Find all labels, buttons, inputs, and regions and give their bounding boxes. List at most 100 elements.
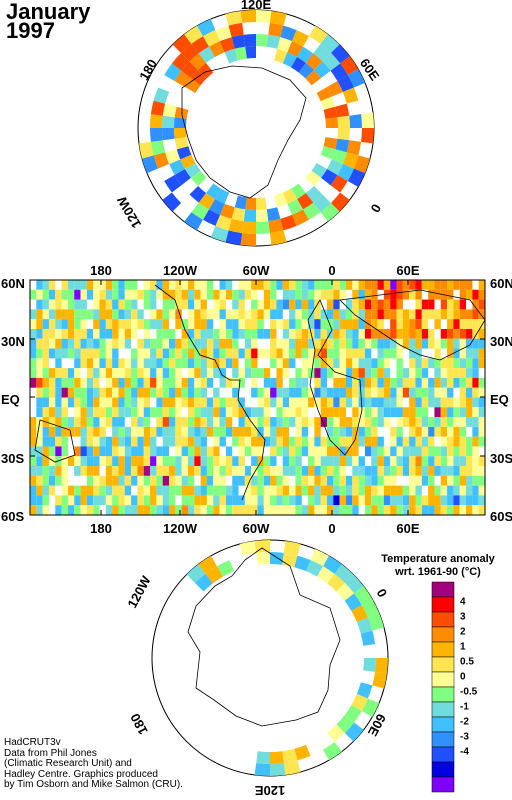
grid-cell (453, 456, 460, 467)
grid-cell (244, 309, 252, 320)
grid-cell (409, 309, 416, 320)
grid-cell (345, 358, 353, 369)
grid-cell (124, 319, 132, 329)
polar-cell (287, 199, 303, 215)
grid-cell (99, 338, 106, 349)
grid-cell (459, 358, 467, 369)
grid-cell (276, 466, 283, 476)
grid-cell (219, 426, 226, 437)
grid-cell (402, 417, 410, 427)
grid-cell (428, 377, 435, 388)
grid-cell (55, 446, 62, 457)
grid-cell (162, 475, 170, 486)
grid-cell (99, 485, 106, 496)
grid-cell (327, 466, 334, 476)
grid-cell (156, 338, 163, 349)
grid-cell (232, 319, 239, 329)
grid-cell (270, 495, 277, 506)
grid-cell (453, 397, 460, 408)
grid-cell (276, 338, 283, 349)
polar-cell (195, 573, 213, 592)
grid-cell (55, 466, 62, 476)
grid-cell (440, 485, 448, 496)
grid-cell (187, 280, 195, 290)
polar-cell (184, 78, 201, 93)
grid-cell (74, 397, 81, 408)
grid-cell (263, 289, 271, 300)
grid-cell (390, 456, 397, 467)
grid-cell (276, 397, 283, 408)
grid-cell (112, 417, 119, 427)
grid-cell (270, 299, 277, 310)
grid-cell (200, 446, 207, 457)
grid-cell (308, 485, 315, 496)
grid-cell (93, 289, 100, 300)
grid-cell (364, 358, 372, 369)
grid-cell (93, 338, 100, 349)
grid-cell (55, 495, 62, 506)
grid-cell (187, 495, 195, 506)
grid-cell (364, 309, 372, 320)
grid-cell (232, 299, 239, 310)
grid-cell (320, 466, 328, 476)
grid-cell (86, 338, 94, 349)
grid-cell (194, 319, 201, 329)
grid-cell (30, 495, 37, 506)
grid-cell (219, 456, 226, 467)
grid-cell (244, 280, 252, 290)
grid-cell (314, 417, 321, 427)
grid-cell (459, 338, 467, 349)
grid-cell (478, 466, 485, 476)
grid-cell (440, 280, 448, 290)
grid-cell (124, 328, 132, 339)
lon-top-0: 0 (328, 263, 335, 278)
grid-cell (42, 505, 49, 515)
grid-cell (409, 377, 416, 388)
grid-cell (301, 387, 309, 398)
grid-cell (415, 397, 422, 408)
grid-cell (402, 377, 410, 388)
grid-cell (238, 289, 245, 300)
legend-swatch (431, 596, 455, 613)
grid-cell (358, 280, 365, 290)
polar-cell (346, 140, 362, 156)
australia-coastline (34, 419, 76, 463)
grid-cell (371, 289, 378, 300)
polar-cell (242, 221, 256, 234)
grid-cell (371, 456, 378, 467)
grid-cell (42, 495, 49, 506)
grid-cell (93, 436, 100, 447)
grid-cell (415, 358, 422, 369)
grid-cell (112, 485, 119, 496)
grid-cell (175, 280, 182, 290)
grid-cell (187, 289, 195, 300)
grid-cell (213, 397, 220, 408)
grid-cell (67, 348, 75, 359)
polar-cell (334, 564, 354, 584)
grid-cell (137, 466, 144, 476)
grid-cell (131, 466, 138, 476)
grid-cell (371, 338, 378, 349)
grid-cell (472, 309, 479, 320)
grid-cell (390, 475, 397, 486)
grid-cell (124, 505, 132, 515)
grid-cell (447, 387, 454, 398)
grid-cell (219, 280, 226, 290)
grid-cell (263, 456, 271, 467)
grid-cell (428, 436, 435, 447)
polar-cell (372, 671, 387, 689)
grid-cell (156, 456, 163, 467)
grid-cell (150, 505, 157, 515)
grid-cell (194, 407, 201, 418)
grid-cell (390, 436, 397, 447)
grid-cell (345, 436, 353, 447)
grid-cell (257, 446, 264, 457)
lat-right-60n: 60N (490, 276, 512, 291)
grid-cell (93, 309, 100, 320)
legend-tick-label: 3 (460, 612, 466, 623)
grid-cell (112, 446, 119, 457)
grid-cell (396, 280, 403, 290)
grid-cell (301, 505, 309, 515)
grid-cell (434, 426, 441, 437)
polar-cell (313, 194, 331, 213)
